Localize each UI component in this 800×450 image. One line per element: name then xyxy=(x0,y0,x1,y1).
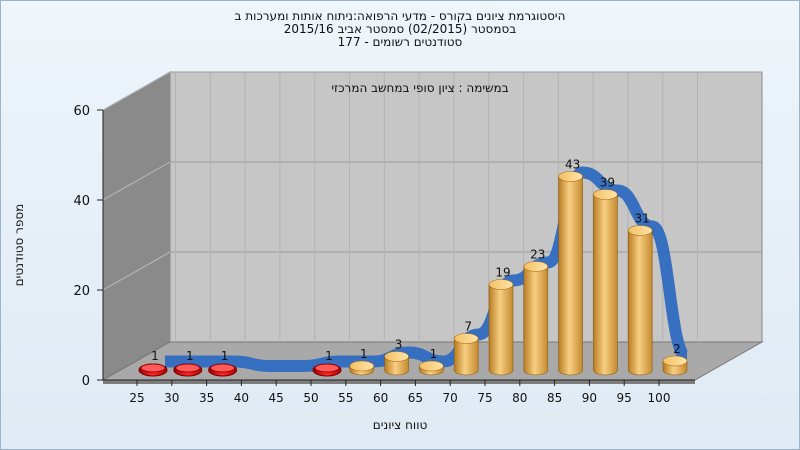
chart-title: היסטוגרמת ציונים בקורס - מדעי הרפואה:נית… xyxy=(0,10,800,49)
side-wall xyxy=(102,71,171,381)
bar xyxy=(523,266,549,376)
x-tick-label: 70 xyxy=(443,391,458,405)
x-tick-label: 60 xyxy=(373,391,388,405)
bar-top xyxy=(384,351,409,362)
bar-group xyxy=(662,355,688,376)
bar-group xyxy=(208,363,238,377)
bar xyxy=(453,338,479,376)
bar xyxy=(593,194,618,376)
bar-group xyxy=(453,333,479,376)
data-label: 7 xyxy=(464,320,472,334)
x-tick-label: 50 xyxy=(303,391,318,405)
chart-title-line-2: בסמסטר (02/2015) סמסטר אביב 2015/16 xyxy=(283,22,517,36)
data-label: 3 xyxy=(395,338,403,352)
bar-group xyxy=(593,189,618,376)
bar-group xyxy=(558,171,583,376)
bar-top xyxy=(175,363,201,373)
bar-top xyxy=(488,279,514,290)
bar-top xyxy=(662,355,688,367)
y-tick-label: 20 xyxy=(73,284,90,299)
chart-subtitle: במשימה : ציון סופי במחשב המרכזי xyxy=(331,81,509,95)
x-tick-label: 55 xyxy=(338,391,353,405)
bar-group xyxy=(384,351,409,376)
data-label: 19 xyxy=(495,266,510,280)
trend-line xyxy=(165,166,691,372)
bar-top xyxy=(593,189,618,200)
x-tick-label: 100 xyxy=(648,391,671,405)
x-tick-label: 35 xyxy=(199,391,214,405)
x-tick-label: 25 xyxy=(129,391,144,405)
x-tick-label: 40 xyxy=(234,391,249,405)
x-tick-label: 45 xyxy=(269,391,284,405)
y-tick-label: 60 xyxy=(73,104,90,119)
data-label: 1 xyxy=(221,349,229,363)
data-label: 1 xyxy=(151,349,159,363)
data-label: 31 xyxy=(635,212,650,226)
data-label: 1 xyxy=(325,349,333,363)
gridline-side xyxy=(102,251,171,291)
chart-title-line-1: היסטוגרמת ציונים בקורס - מדעי הרפואה:נית… xyxy=(234,9,566,23)
x-axis-title: טווח ציונים xyxy=(372,418,428,432)
data-label: 43 xyxy=(565,158,580,172)
bar-top xyxy=(627,225,653,236)
bar-top xyxy=(558,171,583,182)
bar-top xyxy=(314,363,340,373)
data-label: 1 xyxy=(360,347,368,361)
bar-top xyxy=(140,363,166,373)
x-tick-label: 30 xyxy=(164,391,179,405)
data-label: 1 xyxy=(186,349,194,363)
bars xyxy=(138,171,688,377)
data-label: 2 xyxy=(673,342,681,356)
bar-top xyxy=(210,363,236,373)
bar-group xyxy=(173,363,203,377)
data-label: 1 xyxy=(430,347,438,361)
bar-group xyxy=(627,225,653,376)
gridline-side xyxy=(102,161,171,201)
bar-group xyxy=(523,261,549,376)
bar-top xyxy=(349,360,375,372)
bar-group xyxy=(488,279,514,376)
gridline-side xyxy=(102,71,171,111)
floor-edge xyxy=(103,380,695,384)
bar-group xyxy=(312,363,342,377)
y-axis-title: מספר סטודנטים xyxy=(12,203,26,287)
x-tick-label: 80 xyxy=(512,391,527,405)
x-tick-label: 95 xyxy=(617,391,632,405)
bar-group xyxy=(138,363,168,377)
y-tick-label: 0 xyxy=(82,374,90,389)
bar-top xyxy=(523,261,549,272)
x-tick-label: 75 xyxy=(477,391,492,405)
chart-title-line-3: סטודנטים רשומים - 177 xyxy=(337,35,463,49)
bar-group xyxy=(349,360,375,376)
bar-top xyxy=(419,360,444,372)
x-tick-label: 90 xyxy=(582,391,597,405)
axes: 0 20 40 60 25 30 35 40 45 50 55 60 65 70 75 80 85 90 95 100 xyxy=(73,104,695,405)
data-label: 39 xyxy=(600,176,615,190)
y-tick-label: 40 xyxy=(73,194,90,209)
trend-layer xyxy=(165,166,691,372)
bar xyxy=(627,230,653,376)
bar-top xyxy=(453,333,479,344)
x-tick-label: 65 xyxy=(408,391,423,405)
data-label: 23 xyxy=(530,248,545,262)
bar xyxy=(488,284,514,376)
x-tick-label: 85 xyxy=(547,391,562,405)
bar-group xyxy=(419,360,444,376)
bar xyxy=(558,176,583,376)
